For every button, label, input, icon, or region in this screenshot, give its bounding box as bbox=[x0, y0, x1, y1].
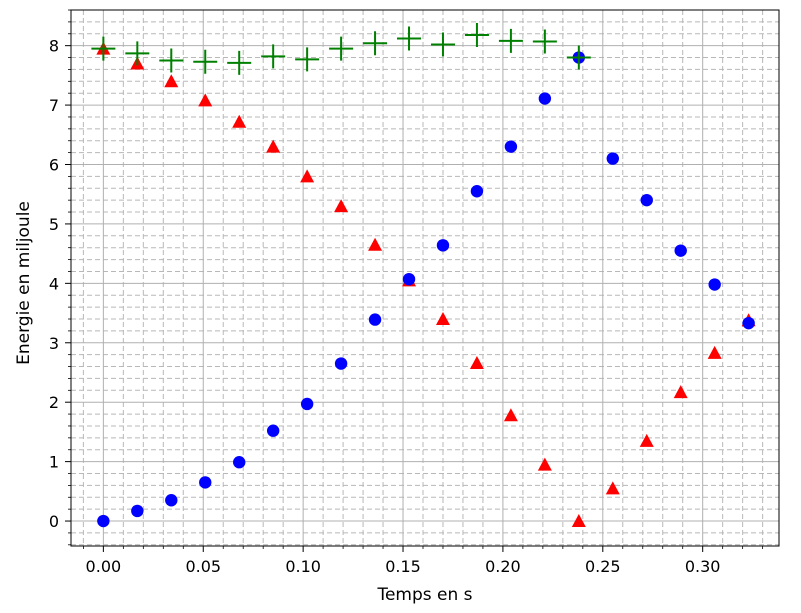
green-plus-point bbox=[532, 29, 557, 54]
green-plus-point bbox=[125, 41, 150, 66]
x-tick-label: 0.30 bbox=[685, 557, 721, 576]
green-plus-point bbox=[363, 31, 388, 56]
blue-circle-point bbox=[334, 357, 348, 370]
blue-circle-point bbox=[266, 424, 280, 437]
red-triangle-point bbox=[164, 74, 179, 88]
y-tick-label: 1 bbox=[49, 453, 59, 472]
blue-circle-point bbox=[436, 239, 450, 252]
green-plus-point bbox=[159, 48, 184, 73]
data-markers bbox=[91, 22, 756, 528]
green-plus-point bbox=[397, 26, 422, 51]
red-triangle-point bbox=[605, 481, 620, 495]
blue-circle-point bbox=[97, 514, 110, 528]
red-triangle-point bbox=[198, 93, 213, 107]
y-axis-label: Energie en miljoule bbox=[14, 201, 34, 365]
red-triangle-point bbox=[300, 169, 315, 183]
y-tick-label: 5 bbox=[49, 215, 59, 234]
blue-circle-point bbox=[402, 272, 416, 286]
axes-frame bbox=[70, 9, 780, 547]
blue-circle-point bbox=[300, 397, 314, 411]
y-tick-label: 0 bbox=[49, 512, 59, 531]
blue-circle-point bbox=[233, 456, 246, 469]
y-tick-label: 7 bbox=[49, 96, 59, 115]
x-tick-label: 0.10 bbox=[285, 557, 321, 576]
y-tick-label: 8 bbox=[49, 37, 59, 56]
y-tick-label: 2 bbox=[49, 393, 59, 412]
red-triangle-point bbox=[707, 345, 722, 359]
blue-circle-point bbox=[640, 193, 653, 207]
y-tick-label: 4 bbox=[49, 274, 59, 293]
red-triangle-point bbox=[537, 457, 552, 471]
green-plus-point bbox=[193, 49, 218, 74]
green-plus-point bbox=[295, 47, 320, 72]
green-plus-point bbox=[566, 45, 591, 70]
red-triangle-point bbox=[503, 408, 518, 422]
blue-circle-point bbox=[708, 278, 721, 291]
blue-circle-point bbox=[470, 185, 484, 198]
blue-circle-point bbox=[538, 92, 552, 105]
green-plus-point bbox=[227, 50, 252, 75]
red-triangle-point bbox=[435, 312, 450, 326]
blue-circle-point bbox=[606, 152, 619, 165]
x-tick-label: 0.20 bbox=[485, 557, 521, 576]
blue-circle-point bbox=[131, 504, 144, 518]
green-plus-point bbox=[498, 28, 523, 53]
axis-ticks: 0.00 0.05 0.10 0.15 0.20 0.25 0.30 0 1 2 3 4 5 6 7 8 bbox=[49, 9, 764, 576]
blue-circle-point bbox=[165, 494, 178, 507]
green-plus-point bbox=[464, 22, 489, 47]
green-plus-point bbox=[430, 32, 455, 57]
red-triangle-point bbox=[368, 237, 383, 251]
y-tick-label: 6 bbox=[49, 156, 59, 175]
green-plus-point bbox=[261, 44, 286, 69]
blue-circle-point bbox=[742, 316, 755, 330]
blue-circle-point bbox=[674, 244, 687, 257]
x-tick-label: 0.25 bbox=[585, 557, 621, 576]
x-tick-label: 0.05 bbox=[185, 557, 221, 576]
red-triangle-point bbox=[673, 385, 688, 399]
x-axis-label: Temps en s bbox=[376, 585, 472, 605]
red-triangle-point bbox=[469, 355, 484, 369]
green-plus-point bbox=[91, 36, 116, 61]
green-plus-point bbox=[329, 36, 354, 61]
blue-circle-point bbox=[504, 140, 518, 153]
y-tick-label: 3 bbox=[49, 334, 59, 353]
minor-grid bbox=[71, 9, 779, 546]
x-tick-label: 0.15 bbox=[385, 557, 421, 576]
red-triangle-point bbox=[266, 139, 281, 153]
blue-circle-point bbox=[368, 313, 382, 326]
red-triangle-point bbox=[232, 114, 247, 128]
x-tick-label: 0.00 bbox=[86, 557, 122, 576]
red-triangle-point bbox=[639, 433, 654, 447]
major-grid bbox=[71, 10, 779, 546]
blue-circle-point bbox=[199, 476, 212, 489]
red-triangle-point bbox=[571, 514, 586, 528]
red-triangle-point bbox=[334, 199, 349, 213]
